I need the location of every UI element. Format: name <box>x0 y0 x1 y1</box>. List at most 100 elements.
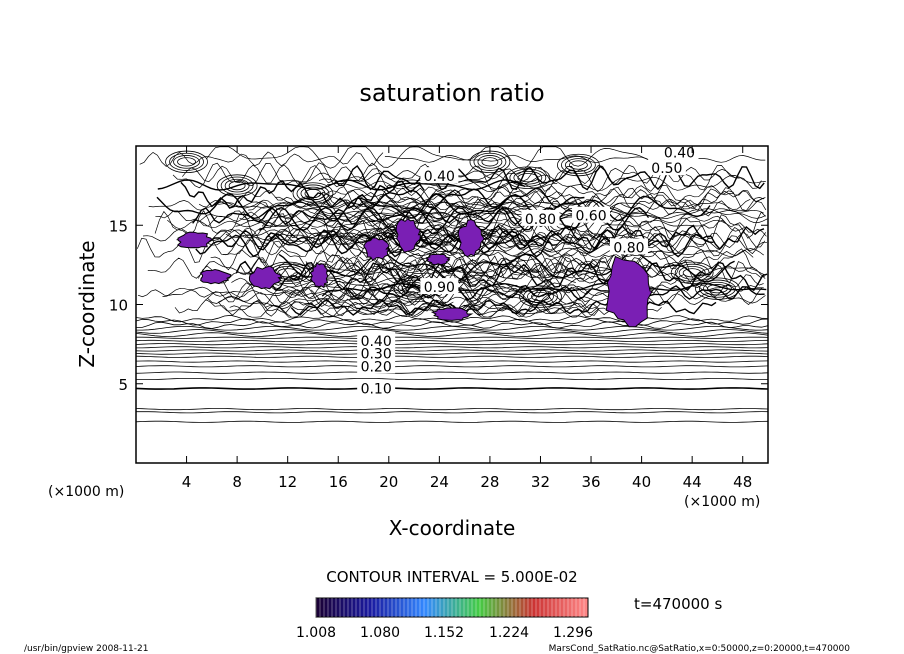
colorbar-tick-label: 1.296 <box>553 625 593 641</box>
contour-line <box>135 339 769 342</box>
contour-eddy <box>509 168 547 187</box>
contour-label: 0.10 <box>361 382 392 398</box>
contour-eddy <box>565 158 592 172</box>
supersaturated-region <box>176 231 214 249</box>
contour-line <box>135 408 769 411</box>
contour-eddy <box>177 157 196 167</box>
contour-label-bg <box>357 344 396 361</box>
contour-line <box>135 352 769 355</box>
contour-line <box>264 298 487 310</box>
contour-eddy <box>517 173 539 183</box>
x-tick-label: 36 <box>581 473 600 491</box>
contour-line <box>384 154 766 164</box>
supersaturated-region <box>363 237 392 262</box>
contour-eddy <box>569 160 588 170</box>
contour-eddy <box>473 152 507 171</box>
contour-eddy <box>300 186 326 201</box>
chart-title: saturation ratio <box>359 79 544 107</box>
colorbar-tick-label: 1.008 <box>296 625 336 641</box>
supersaturated-region <box>425 253 451 266</box>
contour-line <box>136 411 769 414</box>
x-tick-label: 20 <box>379 473 398 491</box>
contour-eddy <box>228 181 246 191</box>
contour-label: 0.30 <box>361 347 392 363</box>
contour-line <box>311 222 542 240</box>
colorbar <box>315 597 589 618</box>
contour-line <box>334 164 765 191</box>
x-tick-label: 44 <box>683 473 702 491</box>
contour-line <box>135 318 769 326</box>
contour-label: 0.80 <box>613 240 644 256</box>
contour-line <box>206 146 689 170</box>
contour-line <box>135 371 769 374</box>
contour-line <box>198 201 527 208</box>
contour-eddy <box>513 170 543 185</box>
supersaturated-region <box>430 307 474 321</box>
contour-label-bg <box>660 143 699 160</box>
contour-line <box>182 164 740 185</box>
contour-line <box>301 265 576 284</box>
contour-line <box>375 185 735 205</box>
contour-line <box>278 251 735 283</box>
contour-eddy <box>557 153 600 177</box>
colorbar-tick-label: 1.224 <box>489 625 529 641</box>
contour-line <box>248 199 767 217</box>
contour-label-bg <box>572 206 611 223</box>
contour-line <box>378 207 764 220</box>
y-unit-label: (×1000 m) <box>48 484 124 500</box>
colorbar-tick-label: 1.080 <box>360 625 400 641</box>
x-tick-label: 40 <box>632 473 651 491</box>
contour-label-bg <box>420 278 459 295</box>
contour-label-bg <box>647 159 686 176</box>
contour-lines <box>135 146 769 423</box>
colorbar-ticks: 1.008 1.080 1.152 1.224 1.296 <box>296 625 593 641</box>
contour-line <box>235 219 727 229</box>
x-tick-label: 8 <box>232 473 242 491</box>
supersaturated-region <box>309 261 329 289</box>
x-tick-label: 4 <box>182 473 192 491</box>
contour-eddy <box>173 155 200 169</box>
contour-eddy <box>531 291 550 302</box>
contour-eddy <box>296 184 330 203</box>
contour-line <box>135 360 769 363</box>
contour-eddy <box>682 268 702 278</box>
x-tick-label: 12 <box>278 473 297 491</box>
contour-line <box>156 193 711 222</box>
contour-eddy <box>707 284 728 294</box>
contour-eddy <box>523 287 558 306</box>
contour-eddy <box>216 174 258 197</box>
contour-eddy <box>670 261 714 285</box>
contour-label: 0.90 <box>424 280 455 296</box>
contour-eddy <box>481 157 499 167</box>
contour-line <box>374 242 721 257</box>
contour-eddy <box>561 156 596 175</box>
contour-label-bg <box>357 357 396 374</box>
contour-eddy <box>527 289 554 304</box>
contour-label: 0.40 <box>664 145 695 161</box>
contour-line <box>383 248 765 259</box>
x-tick-label: 24 <box>430 473 449 491</box>
contour-line <box>210 248 756 271</box>
contour-label-bg <box>357 331 396 348</box>
contour-eddy <box>699 279 736 298</box>
contour-eddy <box>169 152 204 171</box>
contour-line <box>325 184 765 212</box>
contour-eddy <box>304 188 322 199</box>
x-unit-label: (×1000 m) <box>684 494 760 510</box>
contour-interval-text: CONTOUR INTERVAL = 5.000E-02 <box>326 568 577 586</box>
contour-eddy <box>224 178 250 193</box>
y-axis-ticks: 5 10 15 <box>109 217 768 394</box>
contour-line <box>162 285 654 298</box>
contour-label-bg <box>521 209 560 226</box>
contour-eddy <box>477 155 503 169</box>
contour-line <box>197 211 442 224</box>
footer-left: /usr/bin/gpview 2008-11-21 <box>24 644 148 654</box>
contour-line <box>295 274 526 301</box>
x-axis-ticks: 4 8 12 16 20 24 28 32 36 40 44 48 <box>182 146 752 491</box>
contour-line <box>327 180 558 190</box>
contour-eddy <box>519 285 562 308</box>
contour-label-bg <box>609 238 648 255</box>
contour-labels: 0.100.200.300.400.400.400.500.600.800.80… <box>357 143 699 398</box>
contour-line <box>207 289 394 308</box>
